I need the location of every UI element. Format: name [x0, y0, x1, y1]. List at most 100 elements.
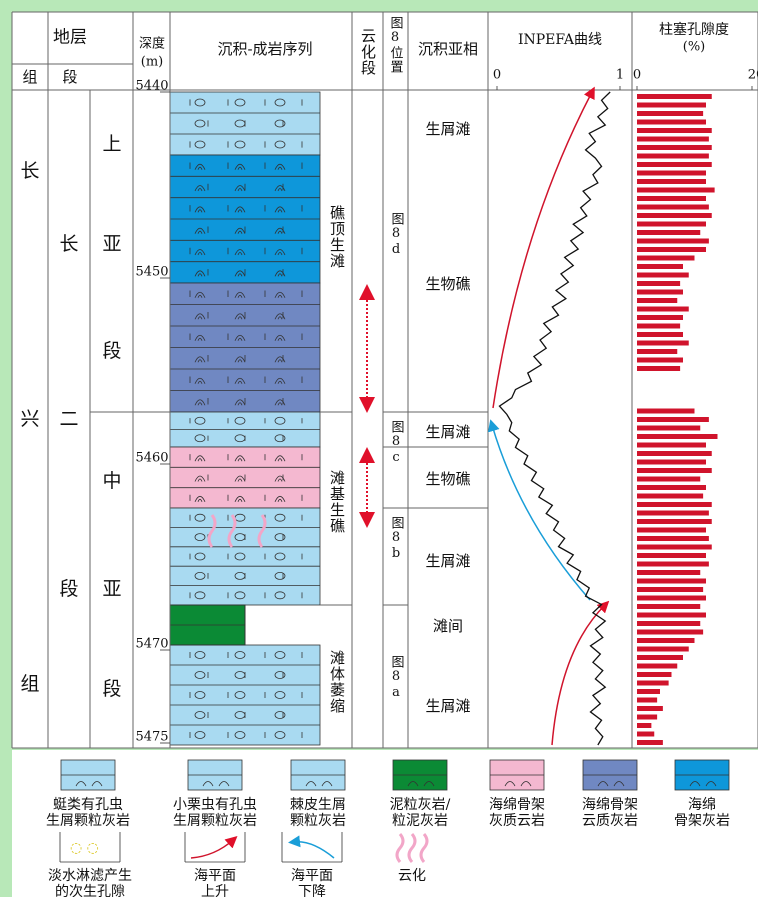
porosity-bar [637, 638, 695, 643]
header: 沉积-成岩序列 [217, 40, 312, 58]
porosity-bar [637, 443, 706, 448]
legend-label: 下降 [298, 884, 326, 897]
porosity-bar [637, 179, 706, 184]
porosity-bar [637, 154, 709, 159]
porosity-bar [637, 205, 709, 210]
porosity-bar [637, 460, 706, 465]
depth-label: 5450 [135, 265, 168, 280]
header: (m) [141, 55, 163, 70]
legend-label: 的次生孔隙 [55, 884, 125, 897]
legend-label: 粒泥灰岩 [392, 813, 448, 829]
porosity-bar [637, 553, 706, 558]
porosity-bar [637, 630, 703, 635]
legend-label: 灰质云岩 [489, 813, 545, 829]
porosity-bar [637, 732, 654, 737]
porosity-bar [637, 188, 715, 193]
porosity-bar [637, 570, 700, 575]
legend-label: 棘皮生屑 [290, 797, 346, 813]
legend-label: 云化 [398, 868, 426, 884]
porosity-bar [637, 468, 712, 473]
porosity-bar [637, 723, 651, 728]
submember: 上 [102, 133, 121, 155]
sequence-label: 滩体萎缩 [328, 650, 346, 714]
header: (%) [683, 40, 706, 55]
formation: 组 [20, 673, 39, 695]
porosity-bar [637, 715, 657, 720]
porosity-bar [637, 604, 700, 609]
porosity-bar [637, 740, 663, 745]
depth-label: 5475 [135, 730, 168, 745]
porosity-bar [637, 366, 680, 371]
legend-label: 颗粒灰岩 [290, 813, 346, 829]
porosity-bar [637, 298, 677, 303]
porosity-bar [637, 196, 706, 201]
porosity-bar [637, 672, 672, 677]
porosity-bar [637, 494, 703, 499]
porosity-bar [637, 434, 718, 439]
porosity-bar [637, 324, 680, 329]
header: 组 [22, 68, 37, 86]
subfacies: 滩间 [433, 617, 463, 635]
legend-label: 海绵骨架 [582, 796, 638, 813]
legend-label: 海绵骨架 [489, 796, 545, 813]
subfacies: 生物礁 [425, 275, 470, 293]
depth-label: 5440 [135, 79, 168, 94]
porosity-bar [637, 230, 700, 235]
porosity-bar [637, 332, 683, 337]
porosity-bar [637, 256, 695, 261]
porosity-bar [637, 587, 703, 592]
sequence-label: 礁顶生滩 [328, 205, 346, 269]
member: 长 [59, 233, 78, 255]
porosity-bar [637, 162, 712, 167]
porosity-bar [637, 681, 669, 686]
porosity-bar [637, 120, 706, 125]
porosity-bar [637, 596, 706, 601]
legend-label: 小栗虫有孔虫 [173, 797, 257, 813]
porosity-bar [637, 579, 706, 584]
x-tick-label: 1 [616, 68, 624, 83]
header: 沉积亚相 [418, 40, 478, 58]
sequence-label: 滩基生礁 [328, 470, 346, 534]
formation: 兴 [20, 408, 39, 430]
porosity-bar [637, 409, 695, 414]
fig-label: 图8c [389, 420, 404, 466]
depth-label: 5470 [135, 637, 168, 652]
depth-label: 5460 [135, 451, 168, 466]
porosity-bar [637, 536, 709, 541]
member: 二 [59, 408, 78, 430]
submember: 段 [102, 678, 121, 700]
porosity-bar [637, 349, 677, 354]
porosity-bar [637, 655, 683, 660]
porosity-bar [637, 426, 700, 431]
legend-label: 云质灰岩 [582, 813, 638, 829]
porosity-bar [637, 502, 712, 507]
submember: 段 [102, 340, 121, 362]
header: 地层 [53, 28, 87, 48]
porosity-bar [637, 128, 712, 133]
fig-label: 图8a [389, 655, 404, 701]
subfacies: 生屑滩 [425, 120, 470, 138]
porosity-bar [637, 94, 712, 99]
porosity-bar [637, 273, 689, 278]
porosity-bar [637, 239, 709, 244]
porosity-bar [637, 545, 712, 550]
x-tick-label: 0 [633, 68, 641, 83]
porosity-bar [637, 528, 706, 533]
legend-label: 生屑颗粒灰岩 [46, 813, 130, 829]
porosity-bar [637, 281, 680, 286]
header: 云化段 [359, 28, 377, 76]
header: 柱塞孔隙度 [659, 21, 729, 38]
x-tick-label: 20 [748, 68, 758, 83]
fig-label: 图8b [389, 516, 404, 562]
legend-label: 泥粒灰岩/ [390, 797, 451, 813]
porosity-bar [637, 171, 706, 176]
porosity-bar [637, 247, 706, 252]
x-tick-label: 0 [493, 68, 501, 83]
submember: 亚 [102, 233, 121, 255]
porosity-bar [637, 664, 677, 669]
header: 深度 [139, 36, 165, 52]
formation: 长 [20, 160, 39, 182]
legend-swatch: ◌ ◌ [70, 840, 99, 856]
porosity-bar [637, 145, 712, 150]
subfacies: 生屑滩 [425, 552, 470, 570]
